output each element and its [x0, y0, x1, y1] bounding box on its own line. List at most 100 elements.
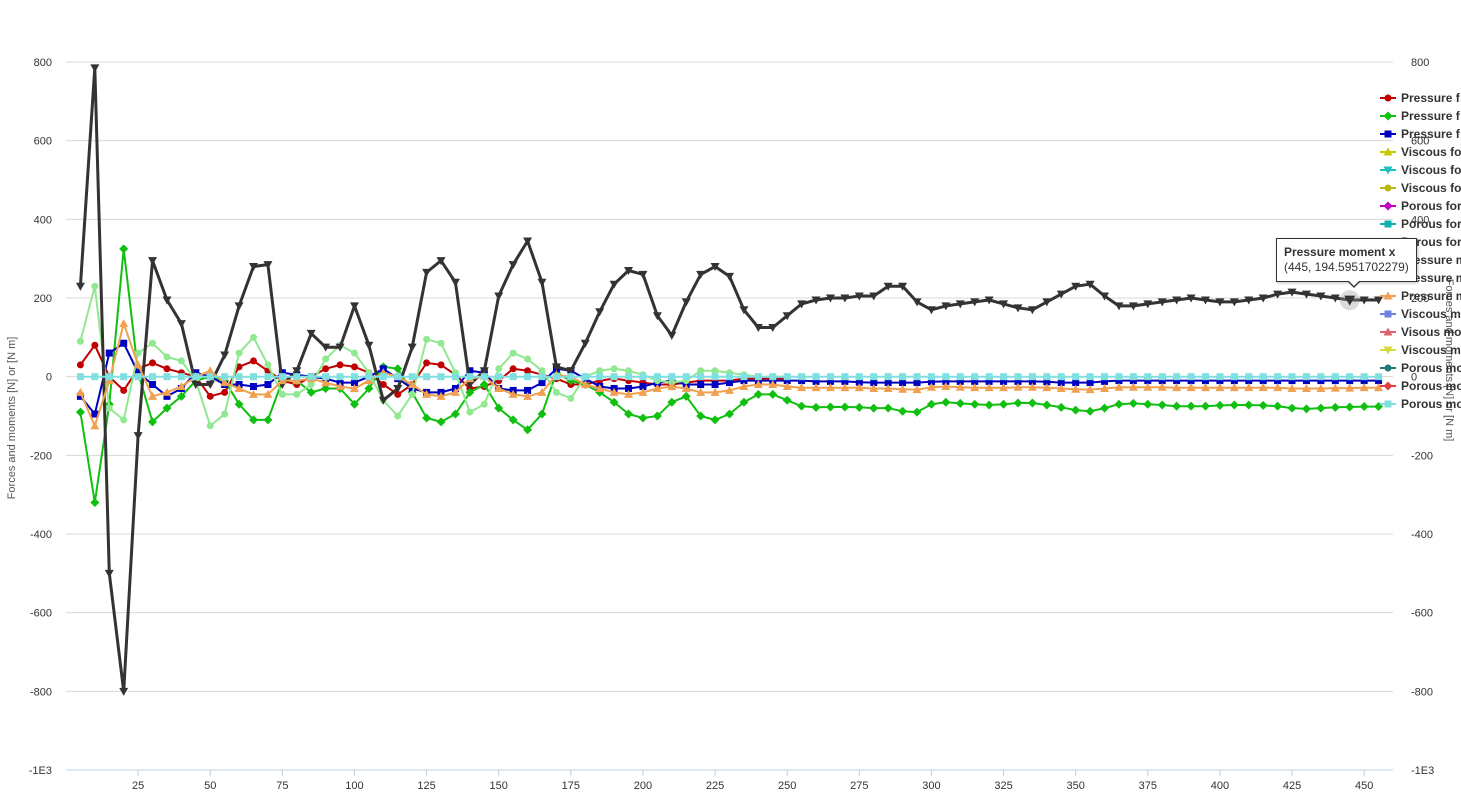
- hover-point[interactable]: [1344, 295, 1356, 306]
- data-point[interactable]: [75, 387, 85, 396]
- data-point[interactable]: [711, 367, 719, 375]
- data-point[interactable]: [1071, 384, 1081, 393]
- data-point[interactable]: [1287, 288, 1297, 297]
- data-point[interactable]: [926, 382, 936, 391]
- data-point[interactable]: [321, 383, 331, 393]
- data-point[interactable]: [638, 387, 648, 396]
- data-point[interactable]: [595, 308, 605, 317]
- data-point[interactable]: [104, 569, 114, 578]
- data-point[interactable]: [278, 390, 286, 398]
- data-point[interactable]: [840, 402, 850, 412]
- data-point[interactable]: [580, 339, 590, 348]
- data-point[interactable]: [1014, 377, 1022, 385]
- data-point[interactable]: [450, 387, 460, 396]
- data-point[interactable]: [437, 361, 445, 369]
- data-point[interactable]: [408, 373, 416, 381]
- data-point[interactable]: [264, 373, 272, 381]
- data-point[interactable]: [264, 361, 272, 369]
- data-point[interactable]: [798, 373, 806, 381]
- data-point[interactable]: [1244, 383, 1254, 392]
- data-point[interactable]: [1259, 373, 1267, 381]
- data-point[interactable]: [1215, 400, 1225, 410]
- legend-item[interactable]: Porous mo: [1380, 397, 1461, 411]
- data-point[interactable]: [206, 373, 214, 381]
- legend-item[interactable]: Porous for: [1380, 217, 1461, 231]
- data-point[interactable]: [768, 380, 778, 389]
- data-point[interactable]: [1258, 383, 1268, 392]
- data-point[interactable]: [133, 432, 143, 441]
- data-point[interactable]: [1144, 373, 1152, 381]
- data-point[interactable]: [710, 387, 720, 396]
- data-point[interactable]: [552, 373, 560, 381]
- data-point[interactable]: [336, 373, 344, 381]
- data-point[interactable]: [725, 385, 734, 394]
- data-point[interactable]: [1274, 373, 1282, 381]
- data-point[interactable]: [1346, 377, 1354, 385]
- data-point[interactable]: [407, 343, 417, 352]
- data-point[interactable]: [250, 373, 258, 381]
- data-point[interactable]: [1157, 382, 1167, 391]
- data-point[interactable]: [1100, 292, 1110, 301]
- data-point[interactable]: [1101, 373, 1109, 381]
- data-point[interactable]: [1056, 290, 1066, 299]
- data-point[interactable]: [495, 365, 503, 373]
- legend-item[interactable]: Porous mo: [1380, 379, 1461, 393]
- data-point[interactable]: [436, 391, 446, 400]
- data-point[interactable]: [942, 373, 950, 381]
- data-point[interactable]: [495, 373, 503, 381]
- data-point[interactable]: [1375, 377, 1383, 385]
- legend-item[interactable]: Pressure m: [1380, 289, 1461, 303]
- data-point[interactable]: [1201, 377, 1209, 385]
- data-point[interactable]: [625, 384, 633, 392]
- data-point[interactable]: [378, 396, 388, 405]
- data-point[interactable]: [379, 381, 387, 389]
- data-point[interactable]: [176, 391, 186, 401]
- data-point[interactable]: [811, 402, 821, 412]
- legend-item[interactable]: Porous for: [1380, 199, 1461, 213]
- data-point[interactable]: [307, 373, 315, 381]
- data-point[interactable]: [1200, 383, 1210, 392]
- data-point[interactable]: [782, 312, 792, 321]
- data-point[interactable]: [133, 360, 143, 369]
- data-point[interactable]: [91, 341, 99, 349]
- data-point[interactable]: [221, 373, 229, 381]
- data-point[interactable]: [234, 302, 244, 311]
- data-point[interactable]: [1317, 377, 1325, 385]
- legend-item[interactable]: Viscous m: [1380, 343, 1461, 357]
- data-point[interactable]: [250, 333, 258, 341]
- data-point[interactable]: [307, 381, 315, 389]
- data-point[interactable]: [163, 353, 171, 361]
- data-point[interactable]: [1101, 377, 1109, 385]
- data-point[interactable]: [638, 270, 648, 279]
- data-point[interactable]: [726, 373, 733, 381]
- data-point[interactable]: [1071, 405, 1081, 415]
- legend-symbol[interactable]: [1384, 364, 1392, 372]
- data-point[interactable]: [249, 263, 259, 272]
- data-point[interactable]: [812, 377, 820, 385]
- data-point[interactable]: [1230, 377, 1238, 385]
- data-point[interactable]: [753, 389, 763, 399]
- data-point[interactable]: [1187, 377, 1195, 385]
- data-point[interactable]: [466, 367, 474, 375]
- data-point[interactable]: [306, 329, 316, 338]
- data-point[interactable]: [595, 383, 605, 392]
- data-point[interactable]: [1143, 382, 1153, 391]
- data-point[interactable]: [668, 373, 676, 381]
- data-point[interactable]: [422, 389, 432, 398]
- data-point[interactable]: [811, 296, 821, 305]
- data-point[interactable]: [1215, 298, 1225, 307]
- data-point[interactable]: [912, 385, 922, 394]
- data-point[interactable]: [898, 282, 908, 291]
- legend-symbol[interactable]: [1383, 346, 1393, 355]
- data-point[interactable]: [1100, 383, 1110, 392]
- data-point[interactable]: [898, 406, 908, 416]
- data-point[interactable]: [854, 292, 864, 301]
- data-point[interactable]: [883, 403, 893, 413]
- data-point[interactable]: [956, 373, 964, 381]
- data-point[interactable]: [480, 400, 488, 408]
- data-point[interactable]: [1157, 400, 1167, 410]
- data-point[interactable]: [580, 380, 590, 389]
- legend-symbol[interactable]: [1383, 111, 1393, 121]
- data-point[interactable]: [148, 417, 158, 427]
- data-point[interactable]: [537, 278, 547, 287]
